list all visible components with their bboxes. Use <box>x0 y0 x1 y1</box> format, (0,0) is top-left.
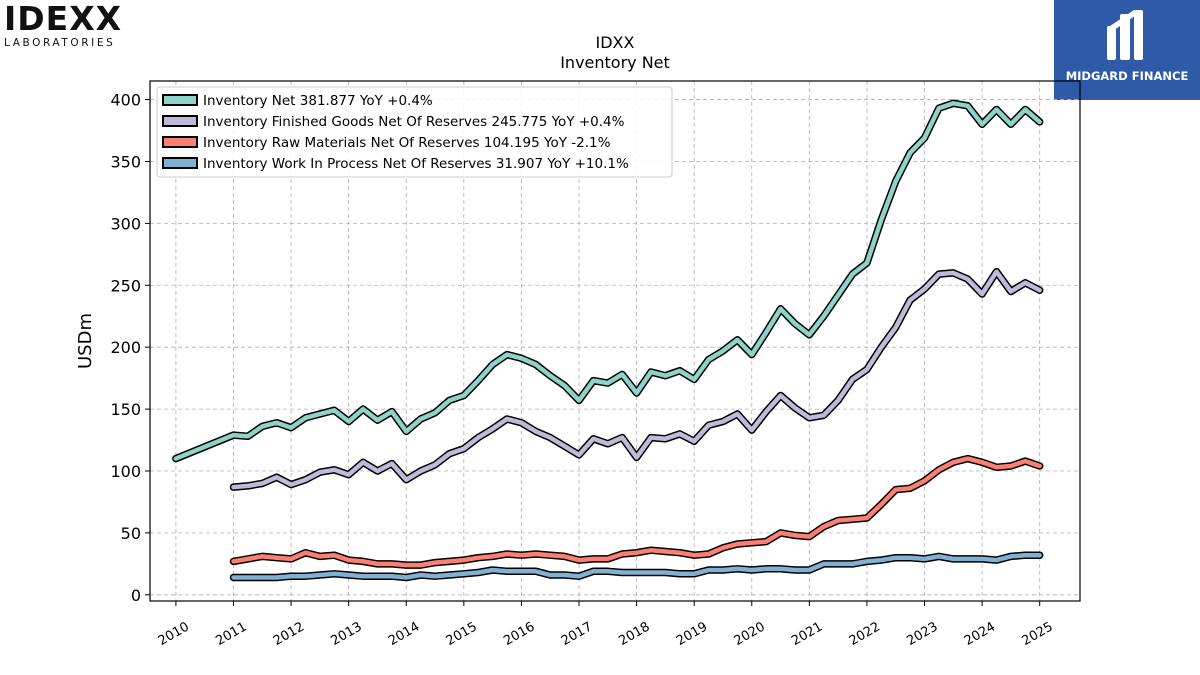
chart-subtitle: Inventory Net <box>560 53 670 72</box>
x-tick-label: 2025 <box>1020 619 1056 649</box>
y-tick-label: 100 <box>110 462 141 481</box>
idexx-logo: IDEXX LABORATORIES <box>4 0 154 50</box>
y-tick-label: 250 <box>110 276 141 295</box>
x-tick-label: 2018 <box>616 619 652 649</box>
midgard-emblem-icon <box>1107 10 1143 60</box>
x-tick-label: 2015 <box>444 619 480 649</box>
y-tick-label: 150 <box>110 400 141 419</box>
x-tick-label: 2016 <box>501 619 537 649</box>
legend-swatch <box>162 157 198 169</box>
x-tick-label: 2017 <box>559 619 595 649</box>
x-tick-label: 2010 <box>156 619 192 649</box>
x-tick-label: 2020 <box>732 619 768 649</box>
legend-entry: Inventory Finished Goods Net Of Reserves… <box>203 114 625 130</box>
x-tick-label: 2011 <box>213 619 249 649</box>
series-lines <box>172 99 1044 582</box>
midgard-finance-name: MIDGARD FINANCE <box>1065 69 1189 83</box>
x-tick-label: 2014 <box>386 619 422 649</box>
series-line-inventory-work-in-process-net-of-reserves <box>231 552 1042 580</box>
x-axis-ticks: 2010 2011 2012 2013 2014 2015 2016 2017 2018 2019… <box>156 601 1056 649</box>
legend-box <box>156 86 673 178</box>
series-line-inventory-net <box>173 101 1042 461</box>
y-axis-label: USDm <box>75 313 96 369</box>
idexx-logo-word: IDEXX <box>4 0 123 38</box>
x-tick-label: 2013 <box>329 619 365 649</box>
legend-swatch <box>162 115 198 127</box>
legend-entry: Inventory Raw Materials Net Of Reserves … <box>203 135 611 151</box>
x-tick-label: 2023 <box>904 619 940 649</box>
y-tick-label: 0 <box>131 586 141 605</box>
x-tick-label: 2024 <box>962 619 998 649</box>
plot-frame <box>149 80 1081 602</box>
x-tick-label: 2019 <box>674 619 710 649</box>
chart-title: IDXX <box>596 33 635 52</box>
x-tick-label: 2021 <box>789 619 825 649</box>
series-line-inventory-finished-goods-net-of-reserves <box>231 269 1042 490</box>
y-tick-label: 50 <box>121 524 141 543</box>
idexx-logo-subtitle: LABORATORIES <box>4 37 116 49</box>
legend-swatch <box>162 94 198 106</box>
y-tick-label: 400 <box>110 91 141 110</box>
y-tick-label: 300 <box>110 214 141 233</box>
series-line-inventory-raw-materials-net-of-reserves <box>231 456 1042 568</box>
y-tick-label: 350 <box>110 152 141 171</box>
legend-entry: Inventory Net 381.877 YoY +0.4% <box>203 93 433 109</box>
x-tick-label: 2022 <box>847 619 883 649</box>
midgard-finance-logo: MIDGARD FINANCE <box>1054 0 1200 100</box>
legend-entry: Inventory Work In Process Net Of Reserve… <box>203 156 629 172</box>
y-tick-label: 200 <box>110 338 141 357</box>
x-tick-label: 2012 <box>271 619 307 649</box>
legend: Inventory Net 381.877 YoY +0.4% Inventory… <box>156 86 673 178</box>
legend-swatch <box>162 136 198 148</box>
y-axis-ticks: 0 50 100 150 200 250 300 350 400 <box>110 91 150 605</box>
